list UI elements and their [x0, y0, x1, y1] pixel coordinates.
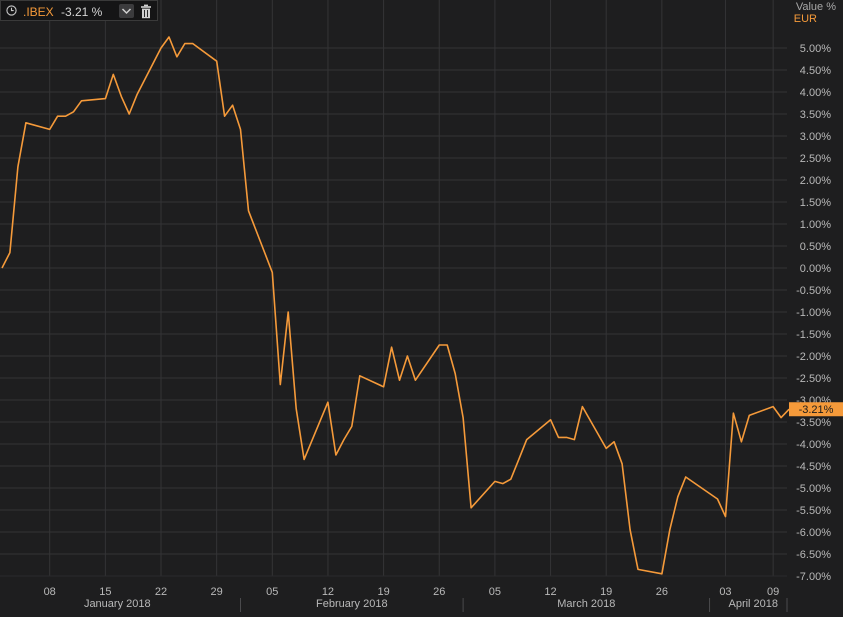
y-tick-label: -6.50% [796, 549, 831, 561]
y-tick-label: 4.50% [800, 65, 831, 77]
y-tick-label: -6.00% [796, 527, 831, 539]
x-tick-label: 22 [155, 586, 167, 598]
y-tick-label: 3.00% [800, 131, 831, 143]
y-tick-label: -2.50% [796, 373, 831, 385]
last-value-marker [789, 402, 843, 417]
value-axis-label: Value % [795, 1, 836, 13]
x-tick-label: 09 [767, 586, 779, 598]
last-value-label: -3.21% [799, 404, 834, 416]
x-tick-label: 19 [377, 586, 389, 598]
y-tick-label: -5.50% [796, 505, 831, 517]
y-tick-label: 0.00% [800, 263, 831, 275]
x-tick-label: 12 [322, 586, 334, 598]
month-label: February 2018 [316, 598, 388, 610]
y-tick-label: 2.50% [800, 153, 831, 165]
x-tick-label: 05 [489, 586, 501, 598]
y-tick-label: -2.00% [796, 351, 831, 363]
y-tick-label: 1.00% [800, 219, 831, 231]
x-tick-label: 26 [433, 586, 445, 598]
x-tick-label: 15 [99, 586, 111, 598]
change-value: -3.21 % [61, 5, 103, 19]
x-tick-label: 29 [211, 586, 223, 598]
y-tick-label: -5.00% [796, 483, 831, 495]
month-label: April 2018 [729, 598, 779, 610]
y-tick-label: -1.00% [796, 307, 831, 319]
y-tick-label: 1.50% [800, 197, 831, 209]
x-tick-label: 03 [719, 586, 731, 598]
month-label: March 2018 [557, 598, 615, 610]
y-tick-label: -4.50% [796, 461, 831, 473]
instrument-chip[interactable]: .IBEX -3.21 % [0, 0, 158, 21]
y-tick-label: -7.00% [796, 571, 831, 583]
ticker-name: .IBEX [23, 5, 54, 19]
y-tick-label: 3.50% [800, 109, 831, 121]
x-tick-label: 12 [544, 586, 556, 598]
y-tick-label: -3.50% [796, 417, 831, 429]
x-tick-label: 19 [600, 586, 612, 598]
y-tick-label: -0.50% [796, 285, 831, 297]
trash-icon[interactable] [139, 4, 153, 19]
y-tick-label: -4.00% [796, 439, 831, 451]
currency-label: EUR [793, 13, 817, 25]
x-tick-label: 08 [44, 586, 56, 598]
x-tick-label: 26 [656, 586, 668, 598]
y-tick-label: 4.00% [800, 87, 831, 99]
clock-icon [6, 5, 17, 16]
x-tick-label: 05 [266, 586, 278, 598]
chevron-down-icon [121, 8, 132, 15]
series-line [1, 36, 790, 575]
dropdown-button[interactable] [119, 4, 134, 18]
y-tick-label: 0.50% [800, 241, 831, 253]
y-tick-label: 5.00% [800, 43, 831, 55]
y-tick-label: -1.50% [796, 329, 831, 341]
y-tick-label: 2.00% [800, 175, 831, 187]
month-label: January 2018 [84, 598, 151, 610]
